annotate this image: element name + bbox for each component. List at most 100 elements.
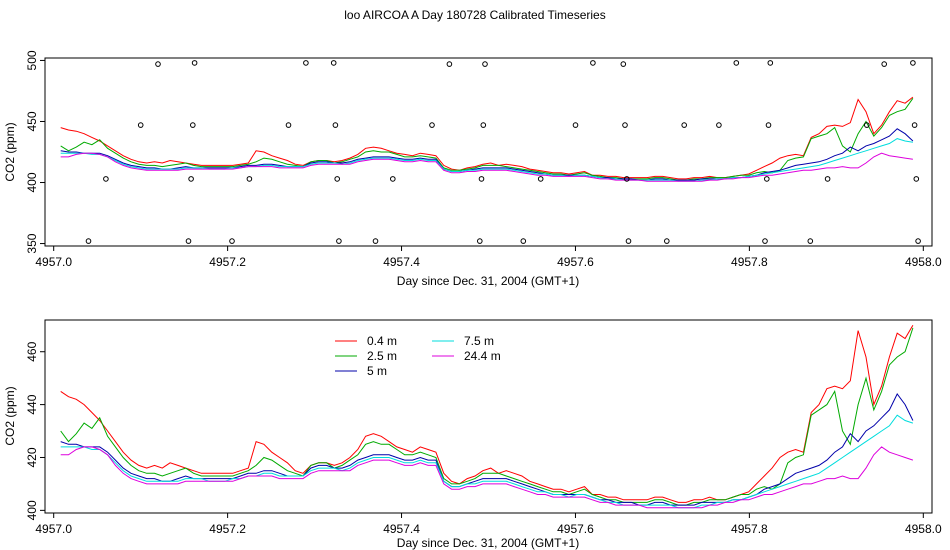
marker-point (285, 122, 292, 128)
series-line-7-5-mm (60, 138, 913, 182)
top-plot-frame (44, 57, 933, 247)
marker-point (915, 238, 921, 244)
x-tick-label: 4957.6 (557, 522, 594, 536)
marker-point (303, 60, 309, 66)
series-line-2-5-mm (60, 327, 914, 506)
marker-point (625, 238, 632, 244)
x-tick-label: 4957.4 (383, 522, 420, 536)
series-line-5-mm (60, 393, 914, 506)
bottom-y-ticks: 400 420 440 460 (25, 341, 45, 520)
marker-point (622, 122, 628, 128)
series-line-7-5-mm (60, 414, 914, 509)
y-tick-label: 420 (25, 447, 39, 467)
marker-point (246, 176, 253, 182)
y-tick-label: 350 (25, 233, 39, 253)
marker-point (624, 176, 630, 182)
marker-point (824, 176, 831, 182)
legend-label: 0.4 m (367, 334, 397, 348)
y-tick-label: 440 (25, 394, 39, 414)
legend-label: 24.4 m (464, 349, 501, 363)
marker-point (334, 176, 341, 182)
marker-point (372, 238, 379, 244)
top-y-axis-label: CO2 (ppm) (3, 122, 17, 181)
marker-point (767, 60, 774, 66)
top-x-ticks: 4957.0 4957.2 4957.4 4957.6 4957.8 4958.0 (35, 246, 942, 269)
marker-point (482, 61, 488, 67)
marker-point (762, 238, 768, 244)
marker-point (185, 238, 192, 244)
marker-point (390, 176, 396, 182)
figure-title: loo AIRCOA A Day 180728 Calibrated Times… (344, 8, 605, 22)
marker-point (572, 122, 579, 128)
marker-point (190, 122, 196, 128)
series-line-0-4-mm (60, 325, 914, 503)
top-x-axis-label: Day since Dec. 31, 2004 (GMT+1) (397, 274, 579, 288)
bottom-series-group (60, 325, 914, 509)
marker-point (537, 176, 544, 182)
legend-label: 5 m (367, 364, 387, 378)
marker-point (137, 122, 144, 128)
marker-point (716, 122, 722, 128)
y-tick-label: 450 (25, 111, 39, 131)
marker-point (188, 176, 194, 182)
marker-point (590, 60, 596, 66)
marker-point (664, 238, 670, 244)
x-tick-label: 4958.0 (905, 522, 942, 536)
marker-point (330, 60, 337, 66)
marker-point (864, 122, 870, 128)
bottom-chart-panel: Day since Dec. 31, 2004 (GMT+1) CO2 (ppm… (3, 319, 942, 550)
series-line-5-mm (60, 128, 914, 181)
marker-point (910, 60, 916, 66)
marker-point (332, 122, 339, 128)
series-line-0-4-mm (60, 96, 914, 180)
marker-point (478, 176, 485, 182)
x-tick-label: 4957.8 (731, 255, 768, 269)
top-series-group (60, 96, 914, 182)
legend: 0.4 m2.5 m5 m 7.5 m24.4 m (335, 334, 501, 378)
marker-point (477, 238, 483, 244)
marker-point (913, 176, 920, 182)
marker-point (765, 122, 772, 128)
marker-point (480, 122, 487, 128)
marker-point (155, 61, 161, 67)
x-tick-label: 4957.4 (383, 255, 420, 269)
marker-point (620, 61, 627, 67)
marker-point (429, 122, 435, 128)
marker-point (681, 122, 688, 128)
bottom-x-axis-label: Day since Dec. 31, 2004 (GMT+1) (397, 536, 579, 550)
legend-label: 7.5 m (464, 334, 494, 348)
x-tick-label: 4957.2 (209, 255, 246, 269)
top-chart-panel: Day since Dec. 31, 2004 (GMT+1) CO2 (ppm… (3, 50, 942, 288)
bottom-y-axis-label: CO2 (ppm) (3, 386, 17, 445)
series-line-24-4-mm (60, 152, 913, 182)
x-tick-label: 4957.0 (35, 255, 72, 269)
legend-label: 2.5 m (367, 349, 397, 363)
x-tick-label: 4957.8 (731, 522, 768, 536)
marker-point (229, 238, 235, 244)
marker-point (191, 60, 198, 66)
y-tick-label: 460 (25, 341, 39, 361)
y-tick-label: 400 (25, 172, 39, 192)
marker-point (85, 238, 92, 244)
bottom-x-ticks: 4957.0 4957.2 4957.4 4957.6 4957.8 4958.0 (35, 513, 942, 536)
x-tick-label: 4958.0 (905, 255, 942, 269)
bottom-plot-frame (44, 319, 933, 514)
x-tick-label: 4957.6 (557, 255, 594, 269)
marker-point (336, 238, 342, 244)
y-tick-label: 500 (25, 50, 39, 70)
marker-point (733, 60, 740, 66)
marker-point (446, 61, 453, 67)
x-tick-label: 4957.2 (209, 522, 246, 536)
marker-point (764, 176, 770, 182)
marker-point (520, 238, 527, 244)
top-y-ticks: 350 400 450 500 (25, 50, 45, 254)
series-line-24-4-mm (60, 446, 914, 509)
y-tick-label: 400 (25, 500, 39, 520)
top-marker-group (85, 60, 921, 244)
marker-point (911, 122, 918, 128)
marker-point (807, 238, 814, 244)
marker-point (103, 176, 109, 182)
x-tick-label: 4957.0 (35, 522, 72, 536)
marker-point (881, 61, 888, 67)
